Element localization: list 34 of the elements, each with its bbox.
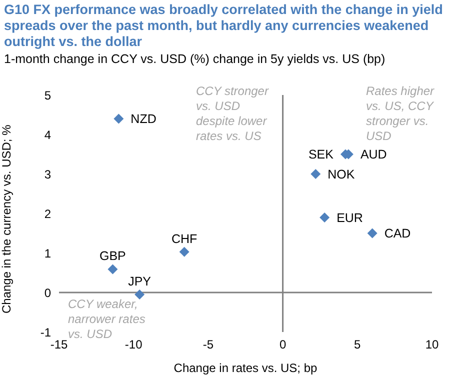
- y-tick-label: 5: [44, 88, 52, 102]
- annotation: EUR: [336, 210, 363, 225]
- point: [134, 289, 145, 300]
- x-tick-label: 5: [354, 338, 362, 352]
- y-tick-label: 2: [44, 206, 52, 221]
- x-tick-label: -15: [50, 338, 68, 352]
- y-tick-label: 4: [44, 128, 52, 142]
- point: [367, 228, 378, 238]
- annotation: GBP: [100, 249, 126, 264]
- point: [114, 114, 124, 124]
- x-tick-label: -5: [202, 338, 214, 352]
- point: [310, 169, 321, 179]
- annotation: NZD: [130, 112, 156, 126]
- annotation: NOK: [328, 167, 356, 182]
- y-tick-label: 3: [44, 167, 52, 182]
- y-axis-title: Change in the currency vs. USD; %: [0, 124, 14, 314]
- chart-title: G10 FX performance was broadly correlated with the change in yield spreads over the past month, but hardly any currencies weakened outright vs. the dollar: [4, 2, 444, 50]
- chart-subtitle: 1-month change in CCY vs. USD (%) change in 5y yields vs. US (bp): [4, 52, 386, 66]
- annotation: CHF: [171, 232, 198, 246]
- y-tick-label: 1: [44, 246, 52, 260]
- x-axis-title: Change in rates vs. US; bp: [174, 361, 318, 375]
- annotation: JPY: [128, 274, 152, 288]
- point: [108, 264, 118, 274]
- annotation: SEK: [308, 148, 334, 162]
- y-tick-label: -1: [40, 325, 52, 340]
- annotation: CCY stronger vs. USD despite lower rates vs. US: [196, 84, 270, 144]
- annotation: AUD: [360, 148, 387, 162]
- x-tick-label: 0: [279, 338, 286, 352]
- point: [179, 246, 190, 257]
- point: [320, 212, 330, 222]
- x-tick-label: 10: [425, 338, 439, 352]
- annotation: CAD: [384, 226, 411, 241]
- y-tick-label: 0: [44, 286, 52, 300]
- annotation: Rates higher vs. US, CCY stronger vs. USD: [366, 84, 436, 144]
